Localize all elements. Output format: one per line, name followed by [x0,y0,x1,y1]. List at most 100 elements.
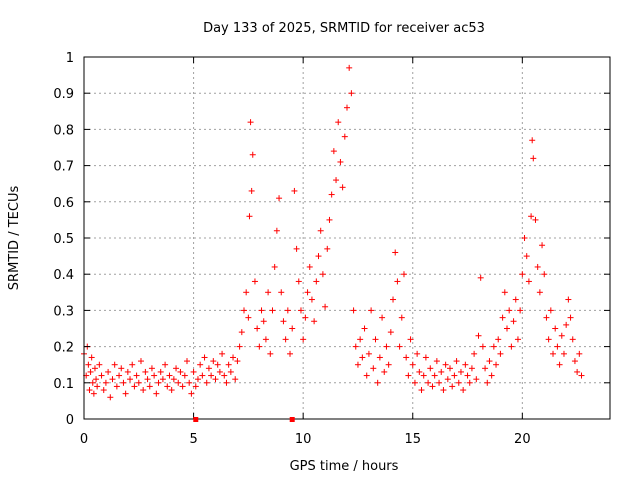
data-point [493,361,500,368]
data-point [539,242,546,249]
plot-frame [83,56,611,420]
data-point [234,358,241,365]
data-point [124,368,131,375]
data-point [109,376,116,383]
data-point [94,383,101,390]
data-point [248,187,255,194]
x-tick-label: 5 [189,432,197,447]
data-point [563,321,570,328]
data-point [514,336,521,343]
data-point [418,387,425,394]
data-point [260,318,267,325]
data-points [81,64,585,401]
x-tick-label: 10 [295,432,312,447]
data-point [155,379,162,386]
data-point [205,365,212,372]
data-point [529,137,536,144]
data-point [93,376,100,383]
data-point [451,372,458,379]
data-point [503,325,510,332]
data-point [490,343,497,350]
data-point [315,253,322,260]
axis-marker [289,417,295,422]
data-point [258,307,265,314]
data-point [525,278,532,285]
data-point [91,365,98,372]
data-point [225,361,232,368]
data-point [90,390,97,397]
y-tick-label: 0.6 [53,196,74,211]
data-point [188,390,195,397]
data-point [554,343,561,350]
data-point [135,379,142,386]
data-point [262,336,269,343]
data-point [462,361,469,368]
data-point [510,318,517,325]
data-point [127,376,134,383]
data-point [468,365,475,372]
data-point [574,368,581,375]
data-point [293,245,300,252]
data-point [295,278,302,285]
data-point [113,383,120,390]
data-point [284,307,291,314]
data-point [98,372,105,379]
data-point [107,394,114,401]
data-point [479,343,486,350]
data-point [433,358,440,365]
data-point [346,64,353,71]
data-point [88,354,95,361]
data-point [466,379,473,386]
data-point [352,343,359,350]
data-point [328,191,335,198]
data-point [484,379,491,386]
data-point [236,343,243,350]
data-point [144,376,151,383]
data-point [348,90,355,97]
data-point [488,372,495,379]
data-point [576,350,583,357]
data-point [251,278,258,285]
data-point [184,358,191,365]
data-point [278,289,285,296]
data-point [118,365,125,372]
y-tick-label: 0.3 [53,304,74,319]
data-point [425,379,432,386]
data-point [363,372,370,379]
data-point [357,336,364,343]
data-point [186,379,193,386]
data-point [385,361,392,368]
data-point [460,387,467,394]
data-point [289,325,296,332]
data-point [339,184,346,191]
axis-markers [193,417,295,422]
data-point [203,379,210,386]
data-point [245,314,252,321]
y-axis-label: SRMTID / TECUs [7,186,22,291]
data-point [199,372,206,379]
data-point [521,235,528,241]
data-point [313,278,320,285]
x-tick-label: 20 [514,432,531,447]
data-point [157,368,164,375]
data-point [304,289,311,296]
data-point [208,372,215,379]
data-point [243,289,250,296]
y-tick-label: 0.8 [53,123,74,138]
data-point [405,372,412,379]
data-point [335,119,342,126]
data-point [455,379,462,386]
data-point [221,372,228,379]
data-point [436,379,443,386]
data-point [556,361,563,368]
data-point [350,307,357,314]
data-point [326,216,333,223]
data-point [168,387,175,394]
data-point [230,354,237,361]
data-point [473,376,480,383]
data-point [528,213,535,220]
data-point [302,314,309,321]
data-point [142,368,149,375]
data-point [133,372,140,379]
